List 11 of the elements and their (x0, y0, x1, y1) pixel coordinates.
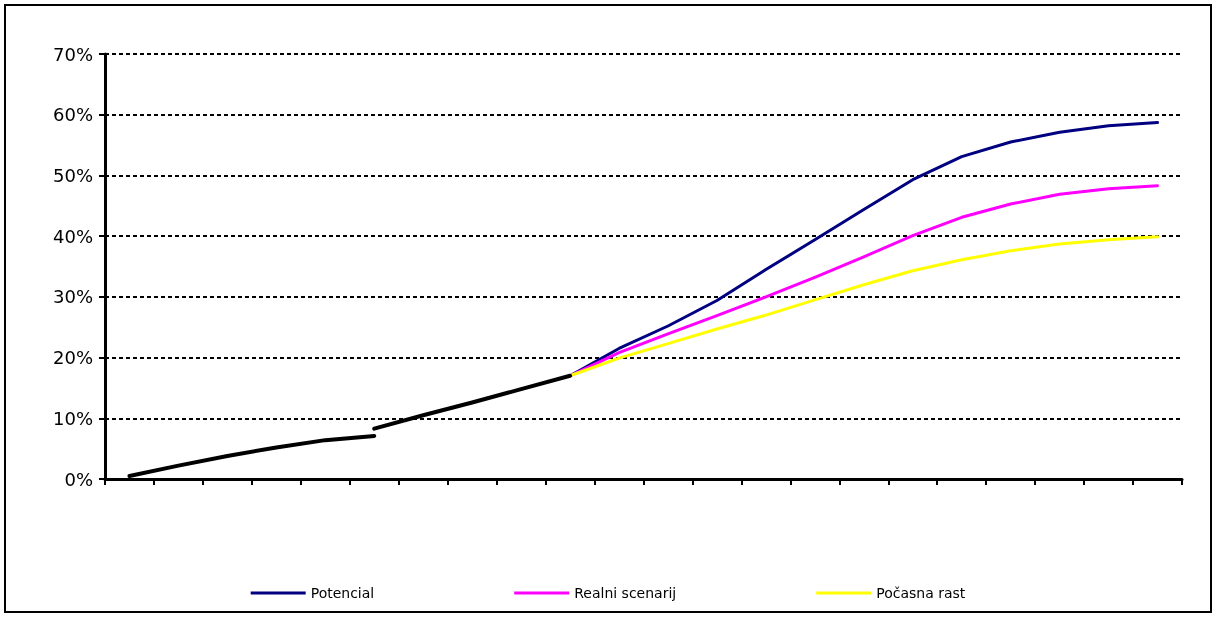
y-tick-label: 30% (52, 286, 93, 308)
y-tick-label: 20% (52, 347, 93, 369)
y-tick-label: 60% (52, 104, 93, 126)
legend-label: Potencial (310, 585, 375, 601)
y-tick-label: 50% (52, 164, 93, 186)
legend-label: Počasna rast (876, 585, 966, 601)
y-tick-label: 10% (52, 407, 93, 429)
y-tick-label: 40% (52, 225, 93, 247)
y-tick-label: 70% (52, 43, 93, 65)
y-tick-label: 0% (64, 468, 93, 490)
legend-label: Realni scenarij (574, 585, 677, 601)
